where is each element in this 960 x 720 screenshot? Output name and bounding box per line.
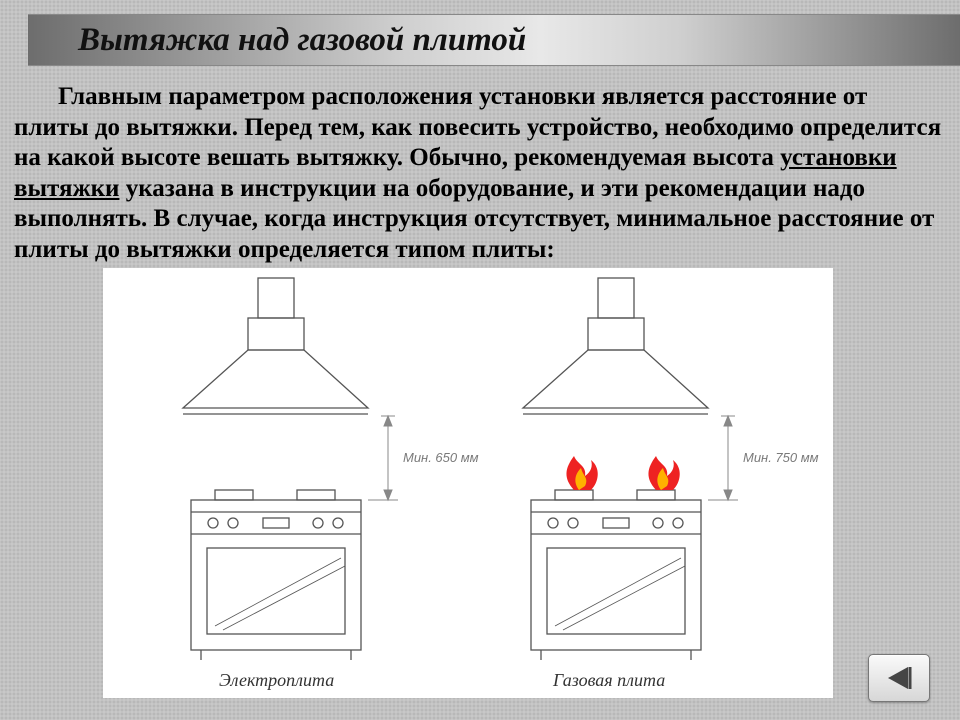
flame-icon (566, 456, 597, 490)
body-paragraph: Главным параметром расположения установк… (14, 82, 944, 265)
flame-icon (648, 456, 679, 490)
back-triangle-icon (884, 664, 914, 692)
slide-title: Вытяжка над газовой плитой (78, 22, 526, 59)
gas-dimension-label: Мин. 750 мм (743, 450, 819, 465)
diagram-panel: Мин. 650 мм (103, 268, 833, 698)
back-button[interactable] (868, 654, 930, 702)
gas-caption: Газовая плита (552, 670, 665, 690)
title-bar: Вытяжка над газовой плитой (28, 14, 960, 66)
electric-dimension-label: Мин. 650 мм (403, 450, 479, 465)
body-text-block: Главным параметром расположения установк… (14, 82, 944, 265)
underlined-phrase: установки вытяжки (14, 144, 897, 202)
electric-caption: Электроплита (219, 670, 334, 690)
installation-diagram: Мин. 650 мм (103, 268, 833, 698)
